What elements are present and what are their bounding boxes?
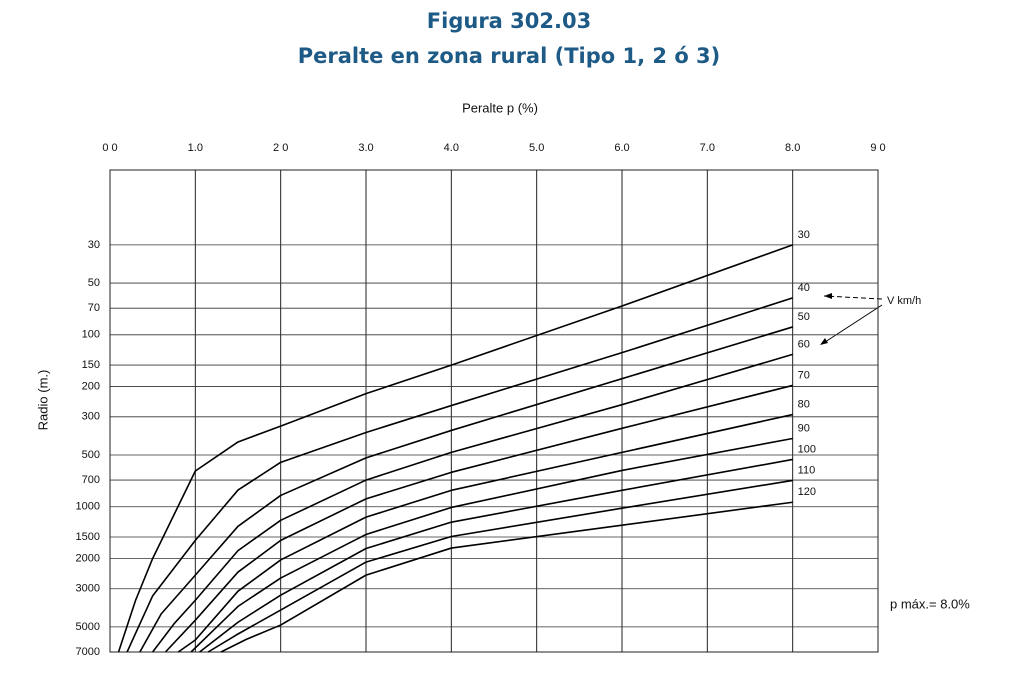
x-tick-label: 4.0 xyxy=(444,142,459,154)
y-tick-label: 150 xyxy=(82,359,100,371)
y-tick-label: 30 xyxy=(88,239,100,251)
curve xyxy=(220,501,793,653)
x-tick-label: 0 0 xyxy=(102,142,117,154)
y-tick-label: 3000 xyxy=(76,583,100,595)
y-tick-label: 2000 xyxy=(76,552,100,564)
series-label: 100 xyxy=(798,443,816,455)
pointer-line xyxy=(823,295,883,300)
plot-frame xyxy=(109,169,879,653)
pointer-arrow xyxy=(824,293,832,299)
x-tick-label: 3.0 xyxy=(358,142,373,154)
y-tick-label: 5000 xyxy=(76,621,100,633)
x-tick-label: 5.0 xyxy=(529,142,544,154)
y-tick-label: 7000 xyxy=(76,646,100,658)
y-axis-title: Radio (m.) xyxy=(35,370,50,431)
y-tick-label: 200 xyxy=(82,380,100,392)
y-tick-label: 300 xyxy=(82,411,100,423)
curve xyxy=(207,479,793,653)
x-tick-label: 8.0 xyxy=(785,142,800,154)
series-label: 50 xyxy=(798,311,810,323)
series-label: 60 xyxy=(798,338,810,350)
x-tick-label: 7.0 xyxy=(700,142,715,154)
curve xyxy=(164,384,793,653)
annotation: p máx.= 8.0% xyxy=(890,596,970,611)
y-tick-label: 700 xyxy=(82,474,100,486)
series-label: 120 xyxy=(798,486,816,498)
x-tick-label: 9 0 xyxy=(870,142,885,154)
series-label: 30 xyxy=(798,229,810,241)
pointer-arrow xyxy=(820,338,828,345)
series-label: 80 xyxy=(798,398,810,410)
y-tick-label: 1500 xyxy=(76,531,100,543)
series-label: 110 xyxy=(798,464,816,476)
curve xyxy=(117,244,793,653)
curve xyxy=(199,458,793,653)
x-tick-label: 1.0 xyxy=(188,142,203,154)
x-tick-label: 6.0 xyxy=(614,142,629,154)
x-tick-label: 2 0 xyxy=(273,142,288,154)
annotation: V km/h xyxy=(887,295,921,307)
curve xyxy=(139,326,793,653)
y-tick-label: 500 xyxy=(82,449,100,461)
y-tick-label: 70 xyxy=(88,302,100,314)
curve xyxy=(126,297,793,653)
y-tick-label: 1000 xyxy=(76,501,100,513)
chart-title: Figura 302.03 xyxy=(427,9,591,33)
series-label: 90 xyxy=(798,422,810,434)
chart-subtitle: Peralte en zona rural (Tipo 1, 2 ó 3) xyxy=(298,44,721,68)
y-tick-label: 50 xyxy=(88,277,100,289)
series-label: 70 xyxy=(798,369,810,381)
y-tick-label: 100 xyxy=(82,329,100,341)
curve xyxy=(177,413,793,653)
curve xyxy=(152,353,793,653)
curve xyxy=(190,437,793,653)
x-axis-title: Peralte p (%) xyxy=(462,100,538,115)
pointer-line xyxy=(821,304,883,345)
series-label: 40 xyxy=(798,282,810,294)
